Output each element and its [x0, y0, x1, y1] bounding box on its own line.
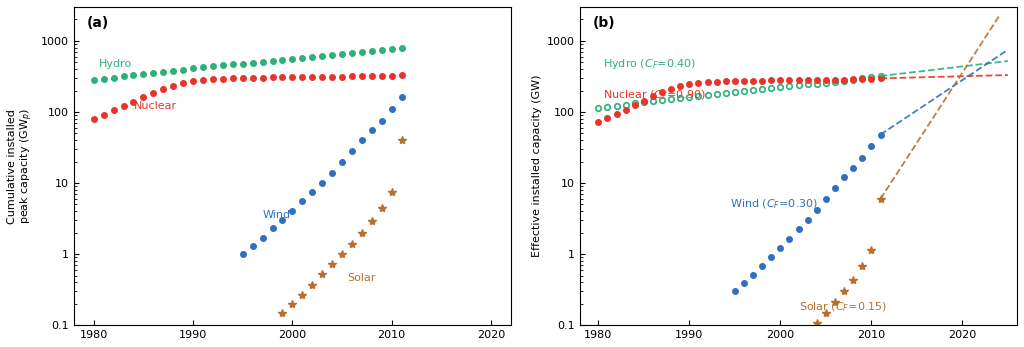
Y-axis label: Cumulative installed
peak capacity (GW$_p$): Cumulative installed peak capacity (GW$_…: [7, 108, 36, 224]
Text: (a): (a): [87, 17, 110, 31]
Text: Hydro ($C_F$=0.40): Hydro ($C_F$=0.40): [603, 57, 696, 71]
Y-axis label: Effective installed capacity (GW): Effective installed capacity (GW): [531, 75, 542, 257]
Text: Solar: Solar: [347, 273, 376, 283]
Text: Solar ($C_F$=0.15): Solar ($C_F$=0.15): [799, 301, 887, 314]
Text: Wind: Wind: [262, 210, 291, 220]
Text: Nuclear ($C_F$=0.90): Nuclear ($C_F$=0.90): [603, 88, 706, 102]
Text: Wind ($C_F$=0.30): Wind ($C_F$=0.30): [730, 198, 818, 211]
Text: Nuclear: Nuclear: [133, 101, 176, 111]
Text: Hydro: Hydro: [98, 59, 132, 69]
Text: (b): (b): [593, 17, 615, 31]
